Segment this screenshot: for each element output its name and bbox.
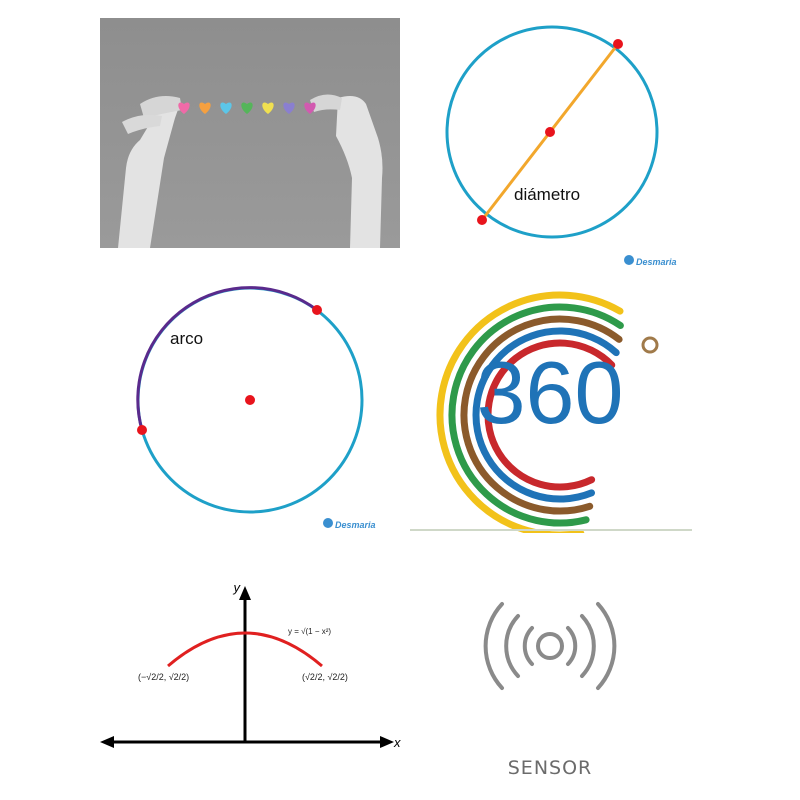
svg-text:Desmaria: Desmaria bbox=[335, 520, 376, 530]
y-axis-label: y bbox=[233, 580, 242, 595]
diameter-endpoint-bottom bbox=[477, 215, 487, 225]
heart-icon bbox=[199, 102, 211, 114]
curve-equation: y = √(1 − x²) bbox=[288, 627, 331, 636]
center-point bbox=[545, 127, 555, 137]
x-axis-arrow-left-icon bbox=[100, 736, 114, 748]
semicircle-curve bbox=[167, 631, 323, 668]
arc-diagram: arco Desmaria bbox=[120, 280, 400, 535]
arc-label: arco bbox=[170, 329, 203, 348]
hearts-photo bbox=[100, 18, 400, 248]
logo-360-text: 360 bbox=[477, 343, 624, 442]
diameter-label: diámetro bbox=[514, 185, 580, 204]
color-ring bbox=[484, 339, 616, 491]
color-ring bbox=[460, 315, 623, 515]
sensor-label: SENSOR bbox=[507, 757, 593, 779]
heart-icon bbox=[178, 102, 190, 114]
desmaria-watermark: Desmaria bbox=[323, 518, 376, 530]
x-axis-arrow-right-icon bbox=[380, 736, 394, 748]
center-point bbox=[245, 395, 255, 405]
sensor-icon-panel bbox=[470, 598, 630, 698]
y-axis-arrow-icon bbox=[239, 586, 251, 600]
color-ring bbox=[436, 291, 624, 539]
x-axis-label: x bbox=[393, 735, 401, 750]
wireless-sensor-icon bbox=[483, 602, 617, 690]
heart-icon bbox=[241, 102, 253, 114]
heart-garland bbox=[178, 102, 316, 114]
heart-icon bbox=[304, 102, 316, 114]
color-ring bbox=[472, 327, 620, 503]
semicircle-graph: y x y = √(1 − x²) (−√2/2, √2/2) (√2/2, √… bbox=[100, 580, 410, 760]
diameter-endpoint-top bbox=[613, 39, 623, 49]
logo-360: 360 bbox=[410, 265, 692, 539]
diameter-diagram: diámetro Desmaria bbox=[420, 14, 710, 274]
degree-symbol-icon bbox=[641, 336, 659, 354]
heart-icon bbox=[220, 102, 232, 114]
color-rings bbox=[436, 291, 624, 539]
right-point-label: (√2/2, √2/2) bbox=[302, 672, 348, 682]
arc-endpoint-top bbox=[312, 305, 322, 315]
desmaria-watermark: Desmaria bbox=[624, 255, 677, 267]
heart-icon bbox=[283, 102, 295, 114]
circle-outline bbox=[445, 25, 659, 239]
arc-highlight bbox=[136, 286, 318, 431]
heart-icon bbox=[262, 102, 274, 114]
left-point-label: (−√2/2, √2/2) bbox=[138, 672, 189, 682]
color-ring bbox=[448, 303, 624, 527]
arc-endpoint-left bbox=[137, 425, 147, 435]
svg-text:Desmaria: Desmaria bbox=[636, 257, 677, 267]
